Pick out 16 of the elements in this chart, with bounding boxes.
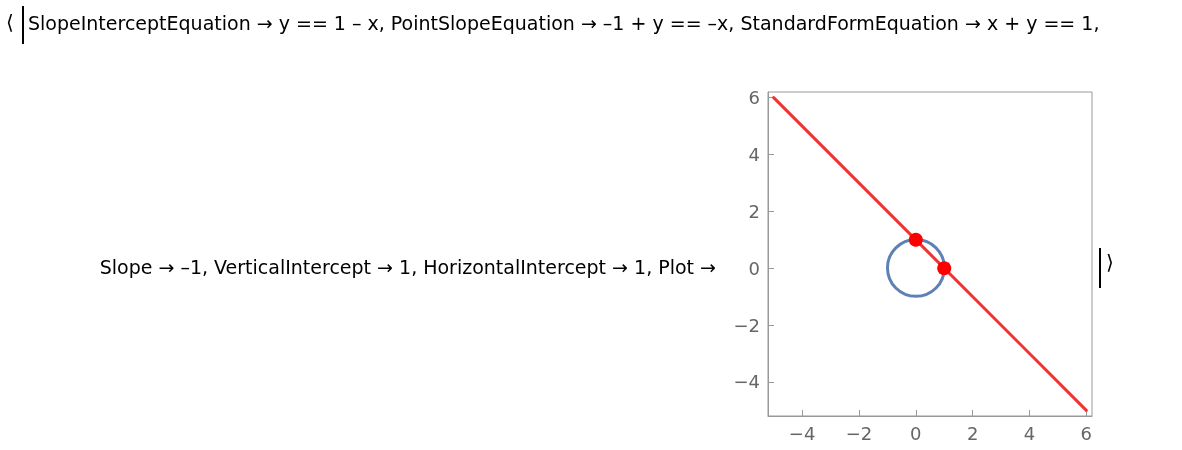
text: SlopeInterceptEquation → y == 1 – x, PointSlopeEquation → –1 + y == –x, StandardFormEquation → x + y == 1, — [28, 12, 1100, 34]
x-tick-label: −4 — [788, 422, 816, 444]
y-tick-label: 6 — [748, 87, 760, 109]
y-tick-label: −2 — [733, 314, 760, 336]
x-tick-label: 2 — [966, 422, 979, 444]
y-tick-label: 4 — [748, 144, 760, 166]
text: ⟩ — [1106, 250, 1114, 274]
x-tick-label: 6 — [1080, 422, 1093, 444]
y-tick-label: −4 — [733, 371, 760, 393]
y-tick-label: 0 — [748, 257, 760, 279]
text: Slope → –1, VerticalIntercept → 1, HorizontalIntercept → 1, Plot → — [99, 256, 716, 278]
x-tick-label: −2 — [845, 422, 873, 444]
y-tick-label: 2 — [748, 200, 760, 222]
x-tick-label: 4 — [1023, 422, 1036, 444]
x-tick-label: 0 — [910, 422, 922, 444]
text: ⟨ — [6, 10, 14, 34]
